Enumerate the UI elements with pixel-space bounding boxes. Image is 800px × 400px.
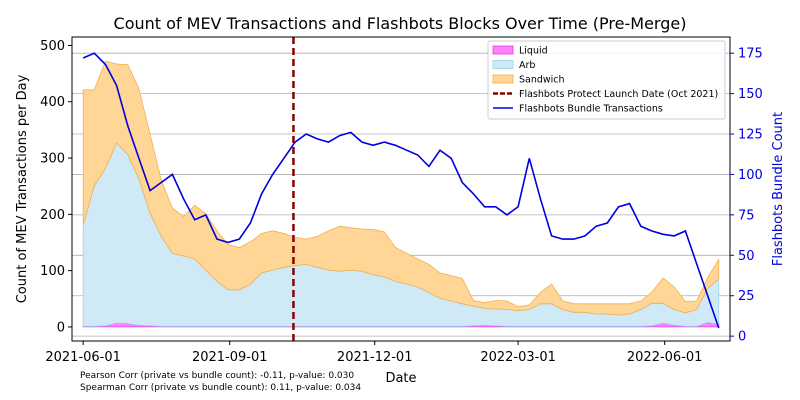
y2-tick-label-6: 150 — [738, 87, 763, 102]
chart-title: Count of MEV Transactions and Flashbots … — [114, 14, 687, 33]
y2-tick-label-1: 25 — [738, 289, 755, 304]
x-axis-label: Date — [385, 371, 416, 386]
y2-tick-label-7: 175 — [738, 47, 763, 62]
y2-tick-label-4: 100 — [738, 168, 763, 183]
legend-label-sandwich: Sandwich — [519, 75, 565, 86]
y-tick-label-1: 100 — [40, 264, 65, 279]
y-tick-label-3: 300 — [40, 152, 65, 167]
legend-label-arb: Arb — [519, 60, 535, 71]
area-sandwich — [82, 60, 720, 316]
x-tick-label-2: 2021-12-01 — [337, 350, 413, 365]
y-axis-label: Count of MEV Transactions per Day — [15, 74, 30, 303]
plot-frame — [71, 36, 731, 342]
legend-swatch-sandwich — [492, 74, 514, 84]
y2-tick-label-3: 75 — [738, 208, 755, 223]
y-tick-label-2: 200 — [40, 208, 65, 223]
y2-axis-label: Flashbots Bundle Count — [771, 112, 786, 266]
bundle-line — [82, 52, 720, 329]
y-tick-label-4: 400 — [40, 95, 65, 110]
legend-label-flashbots-bundle-transactions: Flashbots Bundle Transactions — [519, 104, 663, 115]
y2-tick-label-5: 125 — [738, 128, 763, 143]
x-tick-label-4: 2022-06-01 — [627, 350, 703, 365]
legend: Liquid Arb Sandwich Flashbots Protect Launc… — [487, 40, 726, 120]
y2-tick-label-0: 0 — [738, 330, 746, 345]
legend-swatch-arb — [492, 60, 514, 69]
legend-label-flashbots-protect-launch-date-oct-2021: Flashbots Protect Launch Date (Oct 2021) — [519, 89, 718, 100]
legend-label-liquid: Liquid — [519, 46, 548, 57]
y-tick-label-0: 0 — [57, 320, 65, 335]
x-tick-label-1: 2021-09-01 — [192, 350, 268, 365]
x-tick-label-0: 2021-06-01 — [45, 350, 121, 365]
x-tick-label-3: 2022-03-01 — [480, 350, 556, 365]
y2-tick-label-2: 50 — [738, 249, 755, 264]
spearman-caption: Spearman Corr (private vs bundle count):… — [80, 383, 362, 393]
legend-box — [487, 40, 726, 120]
legend-swatch-liquid — [492, 45, 514, 55]
y-tick-label-5: 500 — [40, 39, 65, 54]
pearson-caption: Pearson Corr (private vs bundle count): … — [80, 371, 355, 381]
